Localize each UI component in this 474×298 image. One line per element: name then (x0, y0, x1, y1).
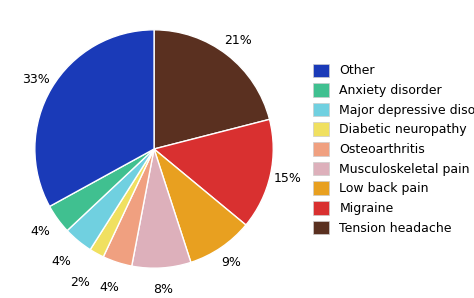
Text: 33%: 33% (22, 73, 50, 86)
Text: 9%: 9% (221, 256, 241, 269)
Wedge shape (35, 30, 154, 207)
Text: 15%: 15% (274, 173, 302, 185)
Wedge shape (50, 149, 154, 231)
Legend: Other, Anxiety disorder, Major depressive disorder, Diabetic neuropathy, Osteoar: Other, Anxiety disorder, Major depressiv… (310, 60, 474, 238)
Wedge shape (90, 149, 154, 257)
Wedge shape (103, 149, 154, 266)
Text: 4%: 4% (51, 254, 71, 268)
Text: 2%: 2% (71, 276, 91, 289)
Wedge shape (154, 149, 246, 262)
Wedge shape (154, 119, 273, 225)
Wedge shape (132, 149, 191, 268)
Text: 4%: 4% (30, 225, 50, 238)
Wedge shape (67, 149, 154, 250)
Text: 8%: 8% (153, 283, 173, 296)
Text: 21%: 21% (224, 34, 252, 47)
Wedge shape (154, 30, 270, 149)
Text: 4%: 4% (99, 281, 119, 294)
